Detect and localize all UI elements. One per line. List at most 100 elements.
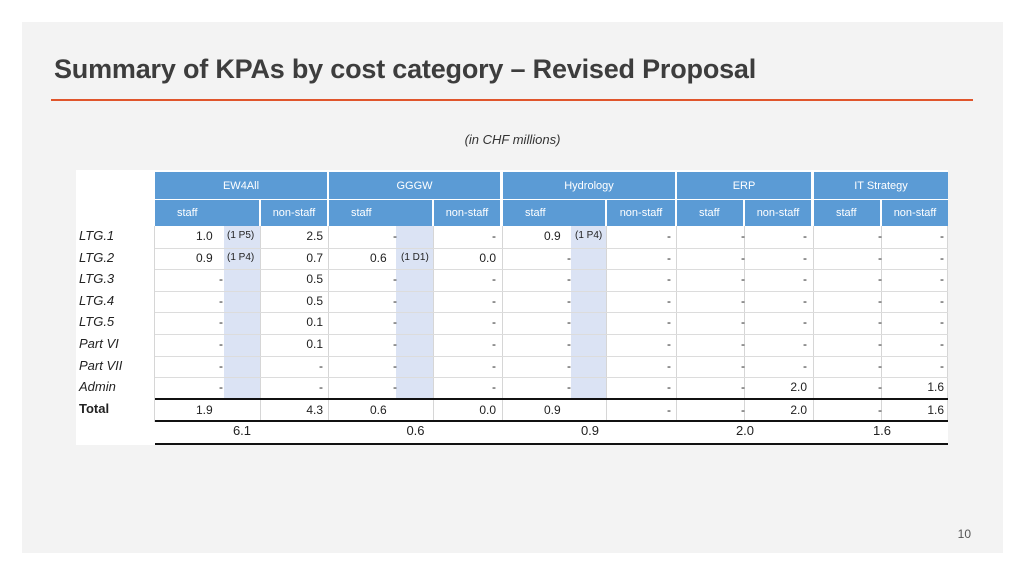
- table-cell: -: [219, 315, 223, 330]
- row-divider: [155, 312, 948, 314]
- table-cell: -: [667, 229, 671, 243]
- table-cell: 0.5: [306, 272, 323, 287]
- table-cell: -: [940, 229, 944, 243]
- table-cell: -: [940, 250, 944, 265]
- total-cell: 2.0: [790, 402, 807, 417]
- grand-total-bottom-rule: [155, 442, 948, 445]
- table-cell: 0.1: [306, 315, 323, 330]
- table-cell: -: [667, 250, 671, 265]
- table-cell: 2.5: [306, 229, 323, 243]
- table-cell: 0.0: [479, 250, 496, 265]
- table-cell: -: [803, 315, 807, 330]
- table-cell: -: [940, 315, 944, 330]
- total-cell: 4.3: [306, 402, 323, 417]
- table-cell: -: [567, 337, 571, 351]
- column-divider: [260, 226, 261, 423]
- table-cell: 0.5: [306, 293, 323, 308]
- group-grand-total: 2.0: [735, 422, 755, 438]
- row-divider: [155, 334, 948, 335]
- column-divider: [947, 226, 948, 423]
- table-cell: -: [219, 293, 223, 308]
- table-cell: -: [667, 293, 671, 308]
- table-cell: -: [567, 272, 571, 287]
- table-cell: -: [667, 337, 671, 351]
- table-cell: -: [219, 380, 223, 395]
- table-cell: -: [878, 380, 882, 395]
- units-subtitle: (in CHF millions): [464, 132, 561, 147]
- total-cell: -: [878, 402, 882, 417]
- total-cell: 0.0: [479, 402, 496, 417]
- table-cell: 0.9: [196, 250, 213, 265]
- row-divider: [155, 269, 948, 271]
- total-cell: 1.9: [196, 402, 213, 417]
- total-top-rule: [155, 397, 948, 400]
- group-header: IT Strategy: [814, 172, 948, 199]
- column-divider: [606, 226, 607, 423]
- table-cell: -: [393, 358, 397, 373]
- kpa-summary-table: EW4All staff non-staff GGGW staff non-staff Hy…: [76, 170, 948, 445]
- column-divider: [154, 226, 155, 423]
- table-cell: -: [878, 229, 882, 243]
- non-staff-header: non-staff: [882, 200, 948, 226]
- table-cell: -: [803, 250, 807, 265]
- table-cell: -: [492, 315, 496, 330]
- table-cell: 0.7: [306, 250, 323, 265]
- grade-note: (1 P4): [575, 230, 603, 241]
- group-header: ERP: [677, 172, 811, 199]
- row-divider: [155, 355, 948, 357]
- table-cell: -: [492, 337, 496, 351]
- table-cell: -: [803, 293, 807, 308]
- staff-header: staff: [329, 200, 432, 226]
- slide: Summary of KPAs by cost category – Revis…: [22, 22, 1003, 553]
- table-cell: -: [940, 337, 944, 351]
- table-cell: -: [741, 272, 745, 287]
- column-divider: [744, 226, 745, 423]
- table-cell: -: [878, 293, 882, 308]
- table-cell: -: [803, 229, 807, 243]
- table-cell: -: [741, 380, 745, 395]
- row-label: Part VI: [79, 336, 119, 351]
- table-cell: -: [393, 315, 397, 330]
- table-cell: -: [393, 293, 397, 308]
- table-cell: -: [567, 358, 571, 373]
- table-cell: -: [219, 337, 223, 351]
- table-cell: 0.1: [306, 337, 323, 351]
- table-cell: -: [940, 272, 944, 287]
- total-cell: 0.6: [370, 402, 387, 417]
- total-cell: 1.6: [927, 402, 944, 417]
- non-staff-header: non-staff: [607, 200, 675, 226]
- grade-note: (1 D1): [401, 251, 429, 263]
- table-cell: -: [803, 272, 807, 287]
- title-underline: [51, 99, 973, 101]
- table-cell: -: [393, 229, 397, 243]
- table-cell: -: [741, 358, 745, 373]
- group-grand-total: 1.6: [872, 422, 892, 438]
- table-cell: 2.0: [790, 380, 807, 395]
- staff-header: staff: [155, 200, 259, 226]
- table-cell: -: [393, 337, 397, 351]
- table-cell: -: [667, 315, 671, 330]
- table-cell: -: [667, 358, 671, 373]
- row-label: LTG.2: [79, 249, 115, 265]
- row-label: Part VII: [79, 357, 123, 373]
- total-cell: -: [741, 402, 745, 417]
- table-cell: -: [741, 315, 745, 330]
- table-cell: -: [319, 358, 323, 373]
- table-cell: -: [803, 337, 807, 351]
- table-cell: -: [940, 358, 944, 373]
- group-grand-total: 6.1: [232, 422, 252, 438]
- page-number: 10: [957, 527, 971, 541]
- staff-header: staff: [814, 200, 880, 226]
- column-divider: [813, 226, 814, 423]
- column-divider: [676, 226, 677, 423]
- total-cell: 0.9: [544, 402, 561, 417]
- table-cell: -: [878, 315, 882, 330]
- non-staff-header: non-staff: [261, 200, 327, 226]
- non-staff-header: non-staff: [434, 200, 500, 226]
- group-header: Hydrology: [503, 172, 675, 199]
- table-cell: -: [492, 293, 496, 308]
- row-label: LTG.5: [79, 314, 115, 330]
- table-cell: -: [741, 229, 745, 243]
- row-label: Admin: [79, 379, 116, 395]
- row-divider: [155, 290, 948, 292]
